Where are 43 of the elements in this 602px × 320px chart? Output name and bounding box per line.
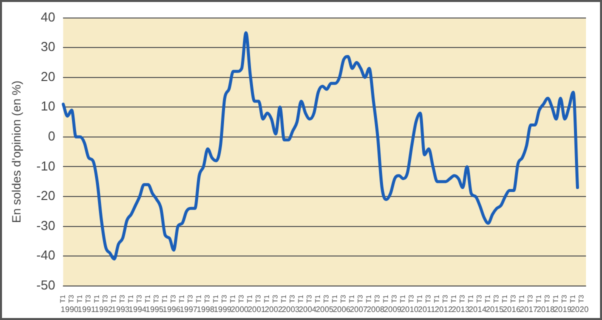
text: 2016 [502, 305, 522, 314]
text: 2014 [468, 305, 488, 314]
text: 2004 [298, 305, 318, 314]
y-tick-label: -20 [36, 188, 56, 204]
text: 2017 [520, 305, 538, 314]
text: 2010 [400, 305, 420, 314]
y-tick-label: 40 [40, 9, 56, 24]
line-series [62, 31, 579, 261]
text: 2003 [282, 305, 300, 314]
text: 1990 [60, 305, 80, 314]
text: 1996 [162, 305, 182, 314]
text: 2001 [248, 305, 266, 314]
text: 1999 [214, 305, 232, 314]
y-tick-label: 10 [40, 98, 56, 114]
text: 1994 [128, 305, 148, 314]
y-tick-label: -50 [36, 277, 56, 292]
text: 1998 [196, 305, 216, 314]
y-axis-title: En soldes d'opinion (en %) [10, 80, 24, 224]
text: 2009 [384, 305, 402, 314]
text: 2018 [536, 305, 556, 314]
y-tick-label: -10 [36, 158, 56, 174]
text: 2019 [554, 305, 572, 314]
text: 2007 [350, 305, 368, 314]
text: 2012 [434, 305, 454, 314]
y-tick-label: -40 [36, 248, 56, 263]
y-tick-label: 20 [40, 68, 56, 84]
text: 1997 [180, 305, 198, 314]
text: 2006 [332, 305, 352, 314]
text: 1993 [112, 305, 130, 314]
text: 2008 [366, 305, 386, 314]
text: 1991 [78, 305, 96, 314]
text: 2005 [316, 305, 334, 314]
y-tick-label: 0 [48, 128, 56, 144]
y-tick-label: -30 [36, 218, 56, 233]
text: 2002 [264, 305, 284, 314]
text: 2015 [486, 305, 504, 314]
y-tick-label: 30 [40, 39, 56, 54]
text: 2011 [418, 305, 436, 314]
text: 2000 [230, 305, 250, 314]
text: 2013 [452, 305, 470, 314]
text: 1992 [94, 305, 114, 314]
text: 2020 [570, 305, 590, 314]
text: 1995 [146, 305, 164, 314]
